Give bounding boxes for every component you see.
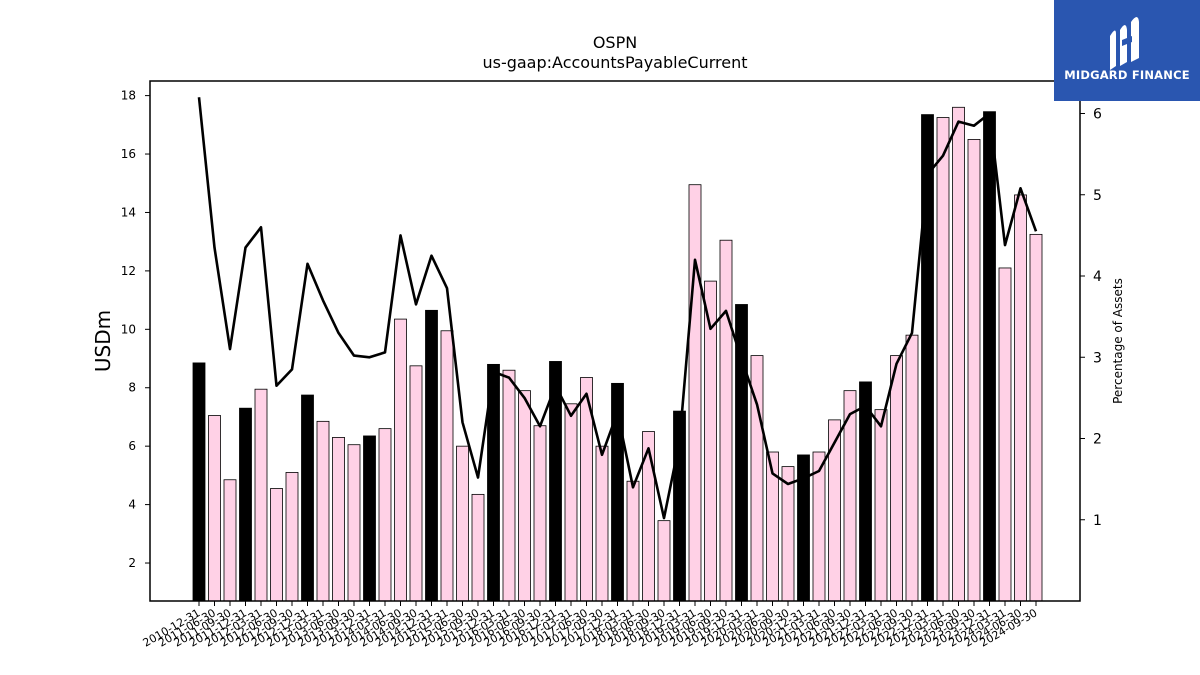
bar [394,318,407,602]
bar-series [192,106,1043,602]
chart-subtitle: us-gaap:AccountsPayableCurrent [482,53,747,72]
y-tick-label: 10 [121,322,136,336]
bar [456,445,469,602]
bar [952,106,965,602]
bar [440,330,454,602]
bar [1029,233,1043,602]
y-tick-label: 16 [121,147,136,161]
plot-frame [149,80,1081,602]
bar [378,428,392,602]
bar [471,493,485,602]
bar [192,362,206,602]
y2-tick-label: 1 [1093,513,1102,529]
bar [270,488,283,602]
line-series [197,97,1038,520]
bar [425,309,438,602]
bar [409,365,423,602]
y2-tick-label: 3 [1093,350,1102,366]
bar [719,239,733,602]
percentage-line [197,97,1038,520]
bar [905,334,919,602]
midgard-finance-logo: MIDGARD FINANCE [1054,0,1200,101]
y-tick-label: 12 [121,264,136,278]
bar [239,407,252,602]
x-axis: 2010-12-312011-06-302011-09-302011-12-31… [141,601,1040,650]
bar [316,420,330,602]
bar [936,117,950,602]
bar [363,435,376,602]
y-axis-right: 1 2 3 4 5 6 [1080,107,1102,529]
bar [518,390,531,602]
y-tick-label: 2 [128,556,136,570]
logo-text: MIDGARD FINANCE [1064,68,1190,82]
bar [828,419,841,602]
bar [564,403,578,602]
y2-axis-label: Percentage of Assets [1111,278,1125,404]
bar [781,466,795,602]
logo-m-icon [1110,17,1139,70]
y-tick-label: 4 [128,498,136,512]
bar [967,139,981,602]
bar [859,381,872,602]
bar [301,394,314,602]
y-axis-left: 2 4 6 8 10 12 14 16 18 [121,89,150,570]
y2-tick-label: 5 [1093,188,1102,204]
bar [502,369,516,602]
bar [1014,194,1027,602]
bar [688,184,702,602]
y2-tick-label: 4 [1093,269,1102,285]
bar [595,445,609,602]
y-axis-label: USDm [91,310,115,372]
bar [657,520,671,602]
bar [254,388,268,602]
bar [890,355,903,602]
bar [983,111,996,602]
y2-tick-label: 6 [1093,107,1102,123]
bar [533,425,547,602]
bar [208,415,221,602]
bar [874,409,888,602]
chart-title: OSPN [593,33,637,52]
y-tick-label: 14 [121,205,136,219]
y-tick-label: 6 [128,439,136,453]
y-tick-label: 8 [128,381,136,395]
bar [998,267,1012,602]
y-tick-label: 18 [121,89,136,103]
bar [332,437,345,602]
bar [285,472,299,602]
bar [626,480,640,602]
y2-tick-label: 2 [1093,432,1102,448]
bar [223,479,237,602]
bar [347,444,361,602]
